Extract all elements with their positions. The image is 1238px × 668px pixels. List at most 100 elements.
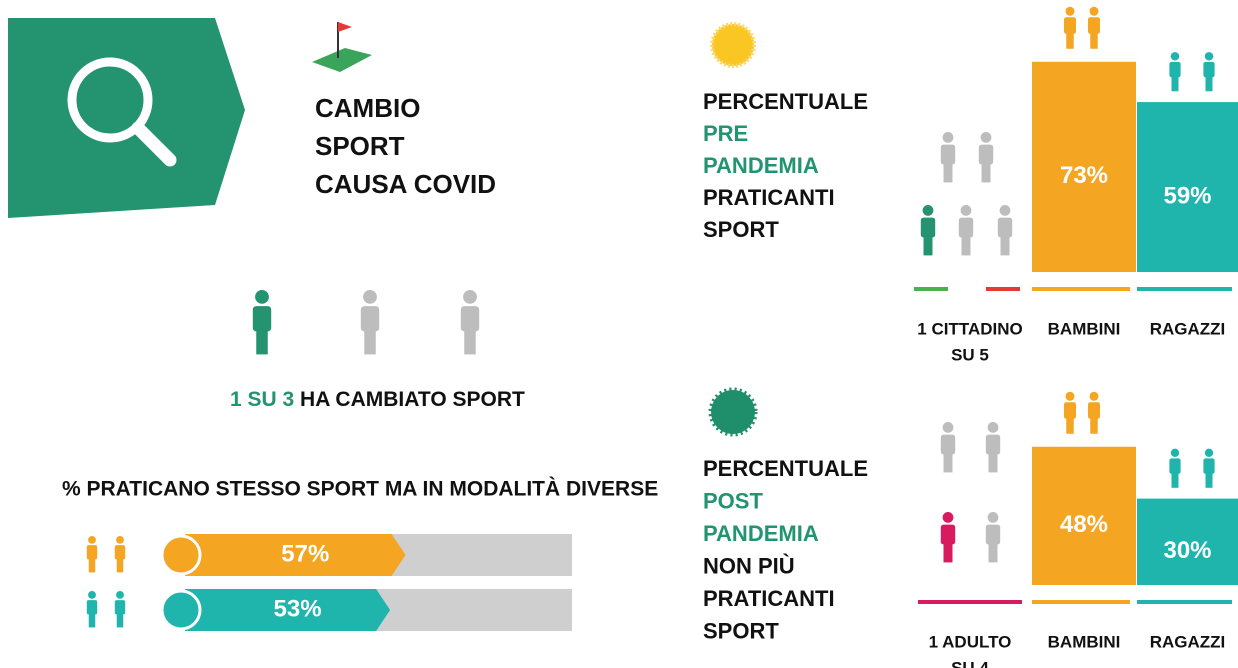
panel-line: PERCENTUALE: [703, 456, 868, 481]
bar-label: 53%: [274, 595, 322, 622]
person-icon: [1171, 472, 1179, 488]
ratio-line: SU 5: [951, 345, 989, 364]
person-icon: [463, 290, 477, 304]
person-icon: [114, 600, 126, 615]
person-icon: [987, 512, 999, 523]
underline: [1032, 600, 1130, 604]
bar-name: BAMBINI: [1048, 632, 1121, 651]
banner: [8, 18, 245, 218]
person-icon: [116, 613, 124, 628]
title-line: CAUSA COVID: [315, 169, 496, 199]
person-icon: [942, 512, 954, 523]
panel-line: PRE: [703, 121, 748, 146]
person-icon: [86, 600, 98, 615]
person-icon: [981, 162, 991, 183]
person-icon: [1088, 17, 1100, 34]
bar: [1032, 61, 1136, 273]
person-icon: [1090, 32, 1098, 49]
person-icon: [1170, 52, 1180, 61]
bar-label: 73%: [1060, 162, 1108, 189]
person-icon: [88, 536, 96, 544]
person-icon: [364, 329, 376, 355]
panel-line: NON PIÙ: [703, 553, 795, 578]
person-icon: [1000, 235, 1010, 256]
person-icon: [985, 524, 1001, 545]
person-icon: [940, 434, 956, 455]
bar-name: BAMBINI: [1048, 319, 1121, 338]
sun-icon: [710, 22, 756, 68]
ratio-line: 1 CITTADINO: [917, 319, 1022, 338]
underline: [1137, 600, 1232, 604]
person-icon: [942, 132, 954, 143]
person-icon: [1205, 472, 1213, 488]
person-icon: [464, 329, 476, 355]
panel-line: PRATICANTI: [703, 185, 835, 210]
person-icon: [1064, 17, 1076, 34]
person-icon: [1204, 52, 1214, 61]
person-icon: [1205, 75, 1213, 92]
person-icon: [978, 144, 994, 165]
person-icon: [1064, 402, 1076, 419]
person-icon: [999, 205, 1011, 216]
person-icon: [940, 144, 956, 165]
person-icon: [1169, 458, 1181, 474]
title-line: SPORT: [315, 131, 405, 161]
person-icon: [980, 132, 992, 143]
bar: [1137, 498, 1238, 585]
magnifier-lens: [67, 57, 153, 143]
bar: [185, 589, 391, 631]
person-icon: [1088, 402, 1100, 419]
change-highlight: 1 SU 3: [230, 388, 294, 411]
person-icon: [920, 217, 936, 238]
person-icon: [985, 434, 1001, 455]
person-icon: [958, 217, 974, 238]
panel-line: PANDEMIA: [703, 153, 819, 178]
person-icon: [1065, 391, 1075, 401]
panel-line: PANDEMIA: [703, 521, 819, 546]
underline: [918, 600, 1022, 604]
person-icon: [88, 558, 96, 573]
person-icon: [114, 545, 126, 560]
underline: [1032, 287, 1130, 291]
person-icon: [116, 558, 124, 573]
golf-flag: [338, 22, 352, 32]
person-icon: [1065, 6, 1075, 16]
change-text: 1 SU 3 HA CAMBIATO SPORT: [230, 388, 525, 411]
golf-icon: [312, 48, 372, 72]
underline: [1137, 287, 1232, 291]
person-icon: [1089, 391, 1099, 401]
person-icon: [1066, 32, 1074, 49]
panel-line: POST: [703, 488, 763, 513]
change-rest: HA CAMBIATO SPORT: [300, 388, 525, 411]
person-icon: [1203, 61, 1215, 78]
underline: [986, 287, 1020, 291]
person-icon: [86, 545, 98, 560]
person-icon: [961, 235, 971, 256]
ratio-line: 1 ADULTO: [929, 632, 1012, 651]
panel-line: SPORT: [703, 217, 779, 242]
person-icon: [1066, 417, 1074, 434]
person-icon: [88, 613, 96, 628]
bar: [1137, 102, 1238, 272]
modes-title: % PRATICANO STESSO SPORT MA IN MODALITÀ …: [62, 478, 658, 501]
bar-label: 48%: [1060, 511, 1108, 538]
person-icon: [88, 591, 96, 599]
person-icon: [922, 205, 934, 216]
underline: [914, 287, 948, 291]
person-icon: [252, 306, 272, 332]
panel-line: SPORT: [703, 618, 779, 643]
person-icon: [255, 290, 269, 304]
ratio-line: SU 4: [951, 658, 989, 668]
person-icon: [988, 452, 998, 473]
person-icon: [1089, 6, 1099, 16]
person-icon: [987, 422, 999, 433]
magnifier-handle: [131, 121, 177, 167]
person-icon: [1171, 75, 1179, 92]
person-icon: [256, 329, 268, 355]
person-icon: [1204, 448, 1214, 457]
bar-name: RAGAZZI: [1150, 319, 1226, 338]
person-icon: [116, 591, 124, 599]
person-icon: [988, 542, 998, 563]
person-icon: [1169, 61, 1181, 78]
person-icon: [1203, 458, 1215, 474]
